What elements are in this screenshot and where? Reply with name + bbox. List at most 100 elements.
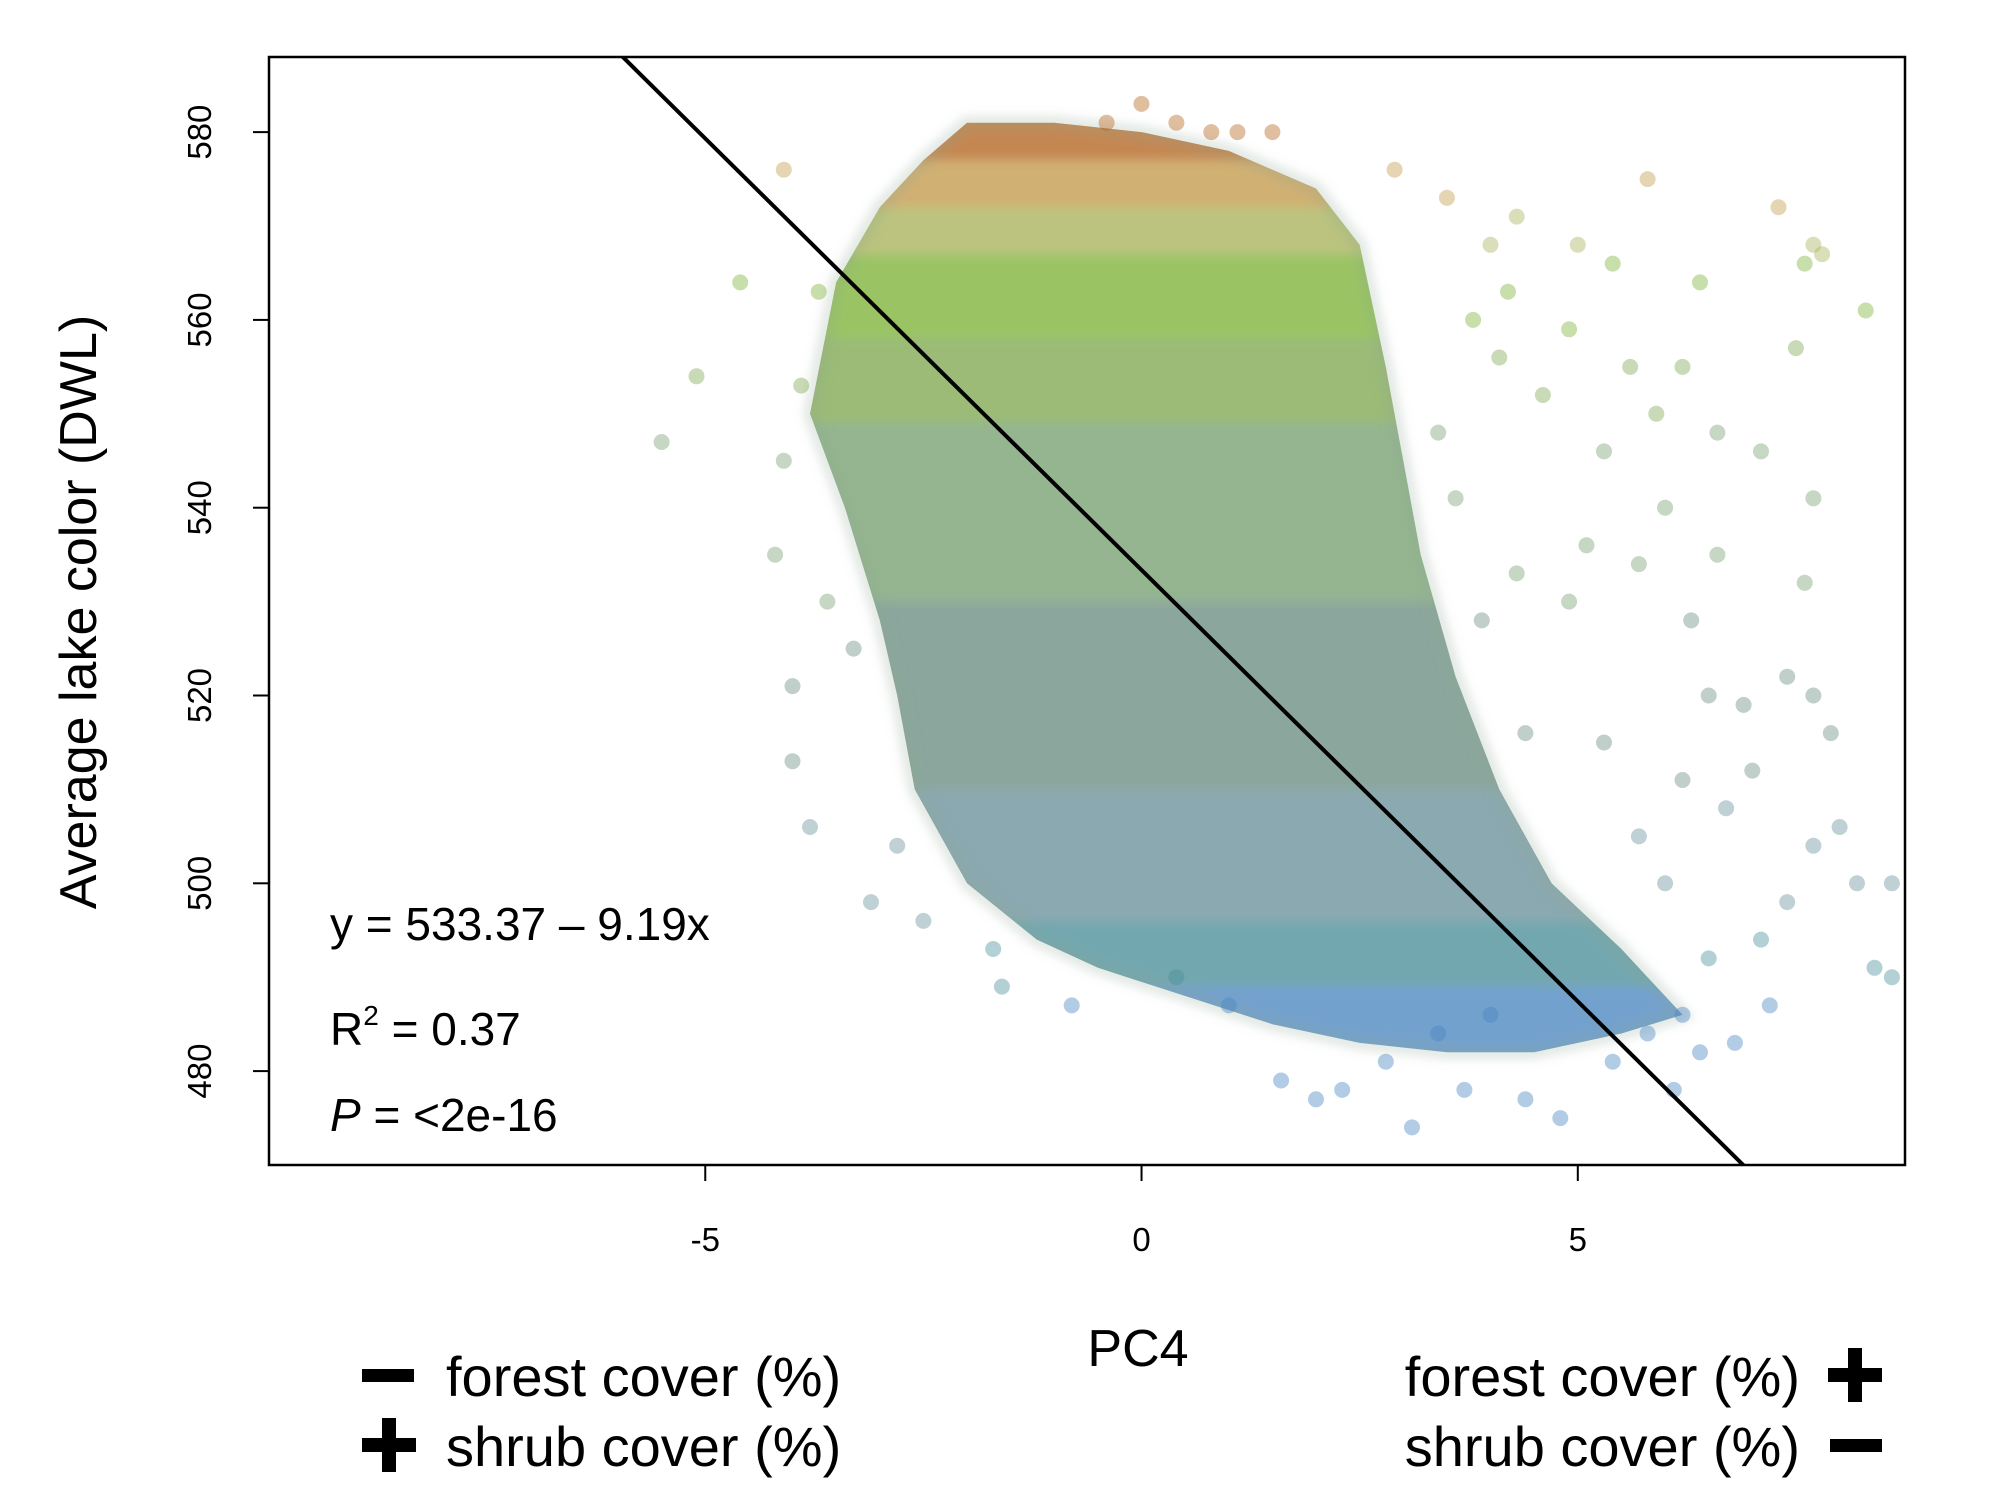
r-squared-symbol: R [330, 1003, 363, 1055]
data-points [653, 95, 1900, 1136]
data-point [1849, 875, 1865, 892]
y-axis-title: Average lake color (DWL) [50, 315, 108, 909]
y-tick-label: 520 [181, 668, 218, 723]
data-point [767, 546, 784, 563]
data-point [1796, 255, 1813, 272]
data-point [1334, 1081, 1351, 1098]
data-point [1098, 114, 1115, 131]
data-point [1866, 959, 1883, 976]
data-point [1596, 734, 1612, 751]
data-point [1377, 1053, 1394, 1070]
data-point [775, 452, 792, 469]
y-axis: 480 500 520 540 560 580 [181, 105, 269, 1099]
data-point [1604, 1053, 1621, 1070]
data-point [985, 941, 1002, 957]
data-point [1814, 246, 1831, 263]
data-point [793, 377, 810, 394]
data-point [1500, 283, 1516, 300]
data-point [1883, 969, 1900, 986]
data-point [784, 678, 801, 695]
p-value-label: P = <2e-16 [330, 1089, 558, 1141]
data-point [1308, 1091, 1324, 1108]
data-point [1386, 161, 1403, 178]
data-point [1569, 236, 1586, 253]
data-point [1770, 199, 1787, 216]
y-tick-label: 500 [181, 856, 218, 911]
data-point [1674, 358, 1691, 375]
data-point [1430, 424, 1447, 441]
data-point [1220, 997, 1237, 1014]
data-point [1534, 387, 1551, 403]
data-point [1857, 302, 1874, 319]
data-point [1683, 612, 1700, 629]
minus-icon [362, 1369, 414, 1382]
data-point [1604, 255, 1621, 272]
r-squared-value: = 0.37 [379, 1003, 521, 1055]
data-point [1805, 236, 1822, 253]
y-tick-label: 540 [181, 480, 218, 535]
data-point [1630, 556, 1647, 573]
data-point [993, 978, 1010, 995]
plot-frame [267, 55, 1907, 1167]
data-point [1657, 499, 1674, 516]
data-point [1561, 593, 1578, 610]
data-point [784, 753, 801, 770]
data-point [845, 640, 862, 657]
left-shrub-cover-label: shrub cover (%) [446, 1415, 841, 1478]
data-point [1674, 772, 1691, 788]
data-point [1596, 443, 1612, 460]
x-tick-label: 5 [1569, 1221, 1587, 1258]
data-point [1805, 687, 1822, 704]
regression-equation: y = 533.37 – 9.19x [330, 898, 710, 950]
data-point [1787, 340, 1804, 357]
data-point [1168, 114, 1185, 131]
data-point [1692, 274, 1708, 291]
data-point [1796, 574, 1813, 591]
data-point [1883, 875, 1900, 892]
data-point [810, 283, 827, 300]
data-point [1744, 762, 1761, 779]
r-squared-label: R2 = 0.37 [330, 1000, 521, 1055]
data-point [1822, 725, 1839, 742]
data-point [1273, 1072, 1290, 1089]
data-point [732, 274, 749, 291]
data-point [1508, 208, 1525, 225]
x-tick-label: 0 [1132, 1221, 1150, 1258]
data-point [1709, 424, 1726, 441]
data-point [1482, 236, 1499, 253]
data-point [775, 161, 792, 178]
data-point [1726, 1034, 1743, 1051]
data-point [863, 894, 879, 911]
data-point [1168, 969, 1185, 986]
data-point [1709, 546, 1726, 563]
left-forest-cover-label: forest cover (%) [446, 1345, 841, 1408]
data-point [1779, 668, 1796, 685]
data-point [1133, 95, 1150, 112]
x-axis-title: PC4 [1087, 1320, 1188, 1378]
data-point [1578, 537, 1595, 554]
data-point [1063, 997, 1080, 1014]
data-point [1430, 1025, 1447, 1042]
data-point [1735, 696, 1752, 713]
data-point [1630, 828, 1647, 845]
data-point [1508, 565, 1525, 582]
data-point [1491, 349, 1508, 366]
data-point [1473, 612, 1490, 629]
data-point [1517, 725, 1534, 742]
y-tick-label: 480 [181, 1044, 218, 1099]
plus-icon [1828, 1348, 1882, 1402]
r-squared-superscript: 2 [363, 1000, 379, 1031]
data-point [1639, 1025, 1656, 1042]
right-forest-cover-label: forest cover (%) [1405, 1345, 1800, 1408]
data-point [1805, 490, 1822, 507]
data-point [819, 593, 836, 610]
data-point [1622, 358, 1639, 375]
right-shrub-cover-label: shrub cover (%) [1405, 1415, 1800, 1478]
data-point [1700, 950, 1717, 967]
data-point [1831, 819, 1848, 835]
data-point [1779, 894, 1796, 911]
data-point [1761, 997, 1778, 1014]
data-point [1674, 1006, 1691, 1023]
p-symbol: P [330, 1089, 361, 1141]
